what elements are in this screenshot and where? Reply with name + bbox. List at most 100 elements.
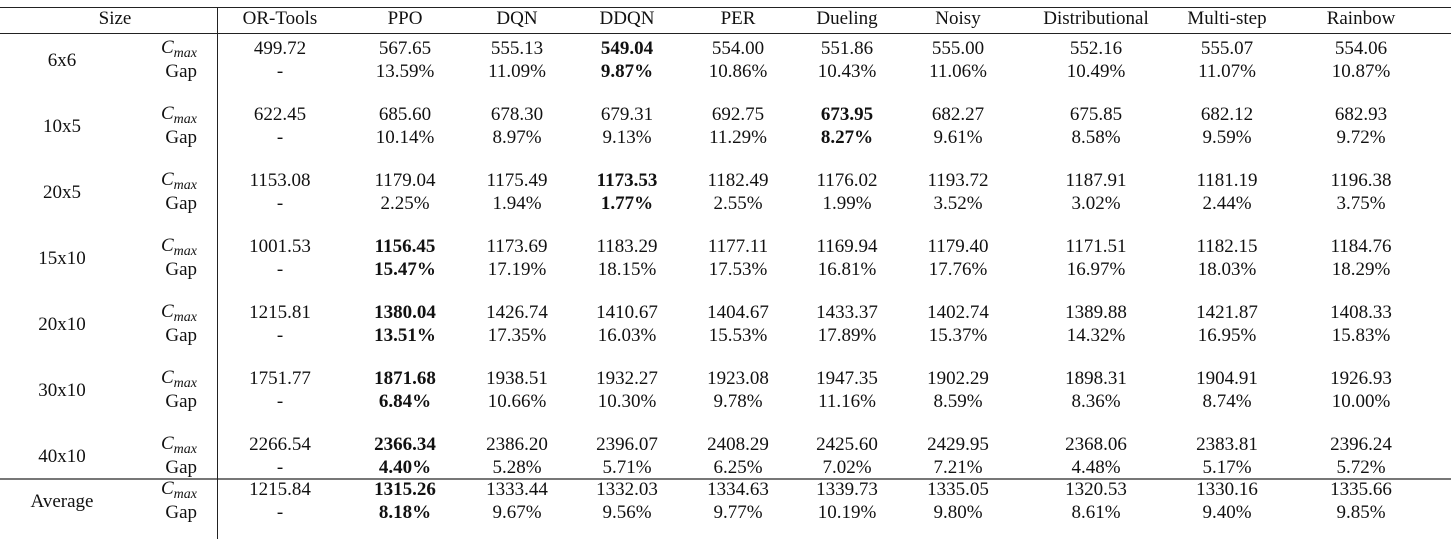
cmax-cell: 2408.29 — [707, 434, 769, 455]
cmax-label: Cmax — [0, 169, 197, 197]
cmax-cell: 1171.51 — [1065, 236, 1127, 257]
cmax-cell: 673.95 — [820, 104, 874, 125]
cmax-cell: 1332.03 — [596, 479, 658, 500]
gap-cell: 10.14% — [375, 127, 435, 148]
gap-cell: 3.75% — [1336, 193, 1386, 214]
cmax-cell: 1177.11 — [707, 236, 769, 257]
cmax-cell: 1335.66 — [1330, 479, 1392, 500]
cmax-label: Cmax — [0, 301, 197, 329]
gap-label: Gap — [165, 391, 197, 412]
cmax-cell: 2396.24 — [1330, 434, 1392, 455]
gap-cell: 16.97% — [1066, 259, 1126, 280]
header-rule — [0, 33, 1451, 34]
cmax-cell: 1402.74 — [927, 302, 989, 323]
gap-cell: 16.03% — [597, 325, 657, 346]
header-distributional: Distributional — [1043, 8, 1149, 29]
cmax-cell: 1193.72 — [927, 170, 989, 191]
cmax-cell: 1408.33 — [1330, 302, 1392, 323]
cmax-cell: 1215.84 — [249, 479, 311, 500]
gap-cell: 9.80% — [933, 502, 983, 523]
cmax-cell: 1173.53 — [596, 170, 658, 191]
gap-cell: 5.72% — [1336, 457, 1386, 478]
gap-cell: 9.40% — [1202, 502, 1252, 523]
cmax-cell: 682.93 — [1334, 104, 1388, 125]
cmax-cell: 2425.60 — [816, 434, 878, 455]
cmax-subscript: max — [173, 244, 197, 259]
cmax-cell: 555.07 — [1200, 38, 1254, 59]
cmax-symbol: C — [160, 478, 174, 499]
gap-cell: 8.74% — [1202, 391, 1252, 412]
cmax-label: Cmax — [0, 103, 197, 131]
cmax-symbol: C — [160, 367, 174, 388]
cmax-subscript: max — [173, 112, 197, 127]
gap-cell: 11.16% — [818, 391, 876, 412]
cmax-subscript: max — [173, 442, 197, 457]
gap-cell: 17.76% — [928, 259, 988, 280]
gap-label: Gap — [165, 193, 197, 214]
cmax-cell: 622.45 — [253, 104, 307, 125]
cmax-cell: 682.12 — [1200, 104, 1254, 125]
cmax-cell: 1169.94 — [816, 236, 878, 257]
gap-label: Gap — [165, 259, 197, 280]
cmax-label: Cmax — [0, 37, 197, 65]
cmax-label: Cmax — [0, 235, 197, 263]
row-size-label: 20x5 — [43, 181, 81, 203]
cmax-cell: 1315.26 — [374, 479, 436, 500]
cmax-cell: 2396.07 — [596, 434, 658, 455]
cmax-cell: 685.60 — [378, 104, 432, 125]
gap-cell: 8.27% — [820, 127, 874, 148]
gap-cell: - — [276, 61, 284, 82]
gap-cell: 10.86% — [708, 61, 768, 82]
gap-cell: 11.07% — [1198, 61, 1256, 82]
cmax-cell: 1926.93 — [1330, 368, 1392, 389]
cmax-cell: 2266.54 — [249, 434, 311, 455]
cmax-cell: 1426.74 — [486, 302, 548, 323]
cmax-cell: 1947.35 — [816, 368, 878, 389]
cmax-cell: 2368.06 — [1065, 434, 1127, 455]
gap-cell: 17.53% — [708, 259, 768, 280]
header-multi-step: Multi-step — [1187, 8, 1267, 29]
gap-cell: 13.59% — [375, 61, 435, 82]
average-separator-rule — [0, 478, 1451, 480]
row-size-label: 15x10 — [38, 247, 86, 269]
gap-cell: 15.37% — [928, 325, 988, 346]
gap-cell: 8.59% — [933, 391, 983, 412]
gap-cell: - — [276, 325, 284, 346]
gap-cell: 8.58% — [1071, 127, 1121, 148]
gap-cell: 5.17% — [1202, 457, 1252, 478]
cmax-symbol: C — [160, 235, 174, 256]
cmax-cell: 679.31 — [600, 104, 654, 125]
cmax-subscript: max — [173, 310, 197, 325]
header-size: Size — [98, 8, 132, 29]
gap-cell: 18.15% — [597, 259, 657, 280]
row-size-label: Average — [30, 490, 94, 512]
cmax-cell: 1421.87 — [1196, 302, 1258, 323]
cmax-cell: 555.00 — [931, 38, 985, 59]
cmax-cell: 1153.08 — [249, 170, 311, 191]
gap-cell: 7.02% — [822, 457, 872, 478]
gap-cell: - — [276, 259, 284, 280]
cmax-cell: 551.86 — [820, 38, 874, 59]
gap-cell: 16.95% — [1197, 325, 1257, 346]
cmax-symbol: C — [160, 169, 174, 190]
gap-cell: 18.03% — [1197, 259, 1257, 280]
header-dueling: Dueling — [816, 8, 878, 29]
cmax-symbol: C — [160, 37, 174, 58]
cmax-cell: 692.75 — [711, 104, 765, 125]
cmax-cell: 554.00 — [711, 38, 765, 59]
cmax-cell: 1179.40 — [927, 236, 989, 257]
cmax-cell: 1182.49 — [707, 170, 769, 191]
cmax-subscript: max — [173, 487, 197, 502]
gap-cell: - — [276, 502, 284, 523]
cmax-cell: 678.30 — [490, 104, 544, 125]
cmax-cell: 1932.27 — [596, 368, 658, 389]
cmax-cell: 1182.15 — [1196, 236, 1258, 257]
gap-cell: 17.19% — [487, 259, 547, 280]
gap-cell: 9.13% — [602, 127, 652, 148]
gap-cell: 9.61% — [933, 127, 983, 148]
gap-cell: 9.78% — [713, 391, 763, 412]
cmax-cell: 682.27 — [931, 104, 985, 125]
cmax-cell: 1173.69 — [486, 236, 548, 257]
cmax-cell: 1215.81 — [249, 302, 311, 323]
header-ppo: PPO — [387, 8, 423, 29]
